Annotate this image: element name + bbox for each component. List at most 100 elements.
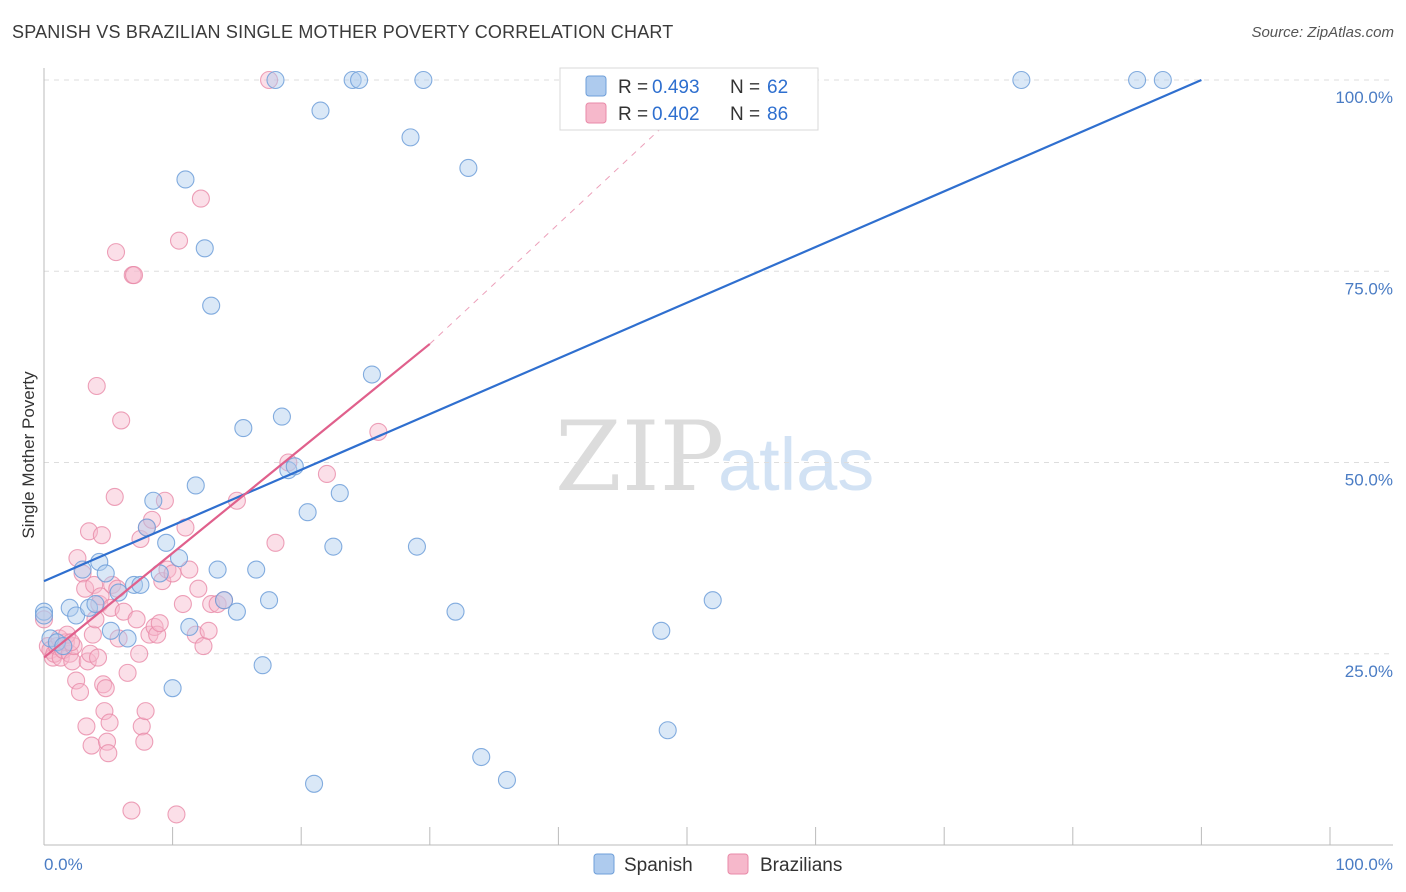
spanish-point — [169, 549, 189, 568]
brazilian-point — [87, 376, 106, 396]
brazilian-point — [132, 717, 151, 736]
brazilian-trend-line — [43, 343, 431, 659]
axes — [43, 68, 1393, 846]
brazilian-point — [97, 732, 117, 751]
spanish-point — [497, 770, 517, 790]
brazilian-point — [118, 663, 137, 682]
brazilian-point — [99, 744, 118, 763]
brazilian-point — [70, 682, 90, 702]
brazilian-point — [259, 70, 279, 90]
y-tick-label-25: 25.0% — [1345, 662, 1393, 681]
spanish-point — [150, 564, 169, 583]
y-tick-label-75: 75.0% — [1345, 279, 1393, 298]
bottom-legend-swatch-spanish — [593, 853, 615, 875]
brazilian-point — [96, 679, 115, 698]
spanish-point — [407, 537, 426, 556]
brazilian-point — [106, 243, 126, 262]
brazilian-point — [83, 625, 102, 644]
legend-r-value-spanish: 0.493 — [652, 77, 700, 98]
spanish-point — [472, 747, 491, 767]
brazilian-point — [92, 526, 111, 545]
brazilian-point — [130, 644, 149, 663]
spanish-point — [195, 239, 214, 258]
spanish-point — [54, 637, 73, 656]
brazilian-point — [122, 801, 141, 820]
brazilian-point — [167, 805, 186, 824]
brazilian-point — [317, 464, 336, 484]
correlation-legend: R = 0.493 N = 62 R = 0.402 N = 86 — [559, 67, 819, 131]
spanish-point — [324, 537, 343, 556]
spanish-point — [350, 70, 369, 90]
spanish-point — [60, 598, 79, 617]
spanish-point — [305, 774, 324, 793]
spanish-point — [34, 606, 54, 625]
spanish-point — [652, 621, 671, 640]
legend-r-label-spanish: R = — [618, 77, 648, 98]
y-tick-label-100: 100.0% — [1335, 88, 1393, 107]
spanish-point — [1153, 70, 1172, 90]
trend-lines — [43, 78, 1202, 659]
tick-labels: 25.0% 50.0% 75.0% 100.0% 0.0% 100.0% — [44, 88, 1393, 874]
brazilian-point — [191, 189, 210, 208]
brazilian-point — [82, 736, 101, 755]
y-tick-label-50: 50.0% — [1345, 471, 1393, 490]
spanish-point — [118, 629, 137, 648]
brazilian-point — [163, 564, 182, 583]
brazilian-point — [67, 671, 86, 690]
brazilian-point — [95, 702, 114, 721]
brazilian-point — [150, 614, 169, 633]
spanish-point — [401, 128, 420, 147]
spanish-point — [157, 533, 176, 552]
brazilian-point — [88, 648, 108, 667]
spanish-point — [266, 70, 285, 90]
brazilian-point — [148, 625, 167, 644]
brazilian-point — [194, 637, 213, 656]
legend-n-value-spanish: 62 — [767, 77, 788, 98]
brazilian-point — [86, 610, 105, 629]
x-tick-label-max: 100.0% — [1335, 855, 1393, 874]
chart-title: SPANISH VS BRAZILIAN SINGLE MOTHER POVER… — [12, 22, 674, 42]
spanish-point — [101, 621, 120, 640]
brazilian-point — [112, 411, 131, 430]
brazilian-point — [77, 717, 96, 736]
spanish-points — [34, 70, 1172, 793]
brazilian-point — [266, 533, 285, 552]
spanish-point — [253, 656, 272, 675]
spanish-point — [298, 503, 317, 522]
x-tick-label-min: 0.0% — [44, 855, 83, 874]
brazilian-point — [105, 487, 124, 506]
spanish-point — [459, 158, 478, 178]
spanish-point — [227, 602, 246, 621]
spanish-point — [703, 591, 722, 610]
spanish-point — [234, 419, 253, 438]
brazilian-point — [85, 575, 104, 594]
chart-source: Source: ZipAtlas.com — [1251, 24, 1394, 41]
spanish-point — [96, 564, 115, 583]
brazilian-point — [173, 594, 192, 614]
grid-lines — [44, 79, 1393, 655]
legend-swatch-brazilian — [585, 102, 607, 124]
legend-n-label-brazilian: N = — [730, 104, 760, 125]
spanish-point — [311, 101, 330, 120]
spanish-point — [208, 560, 227, 579]
spanish-point — [414, 70, 433, 90]
watermark-atlas: atlas — [718, 423, 874, 506]
spanish-point — [202, 296, 221, 315]
spanish-point — [446, 602, 465, 621]
spanish-point — [330, 484, 349, 503]
spanish-point — [1128, 70, 1147, 90]
brazilian-point — [124, 266, 144, 285]
brazilian-points — [34, 70, 388, 824]
brazilian-trend-extension — [429, 79, 714, 345]
bottom-legend-spanish: Spanish — [624, 855, 693, 876]
spanish-point — [163, 679, 182, 698]
watermark-zip: ZIP — [555, 401, 724, 513]
brazilian-point — [100, 713, 119, 732]
series-legend: Spanish Brazilians — [593, 853, 842, 876]
spanish-trend-line — [43, 78, 1202, 583]
spanish-point — [109, 583, 128, 602]
brazilian-point — [63, 652, 82, 671]
spanish-point — [176, 170, 195, 189]
spanish-point — [259, 591, 279, 610]
